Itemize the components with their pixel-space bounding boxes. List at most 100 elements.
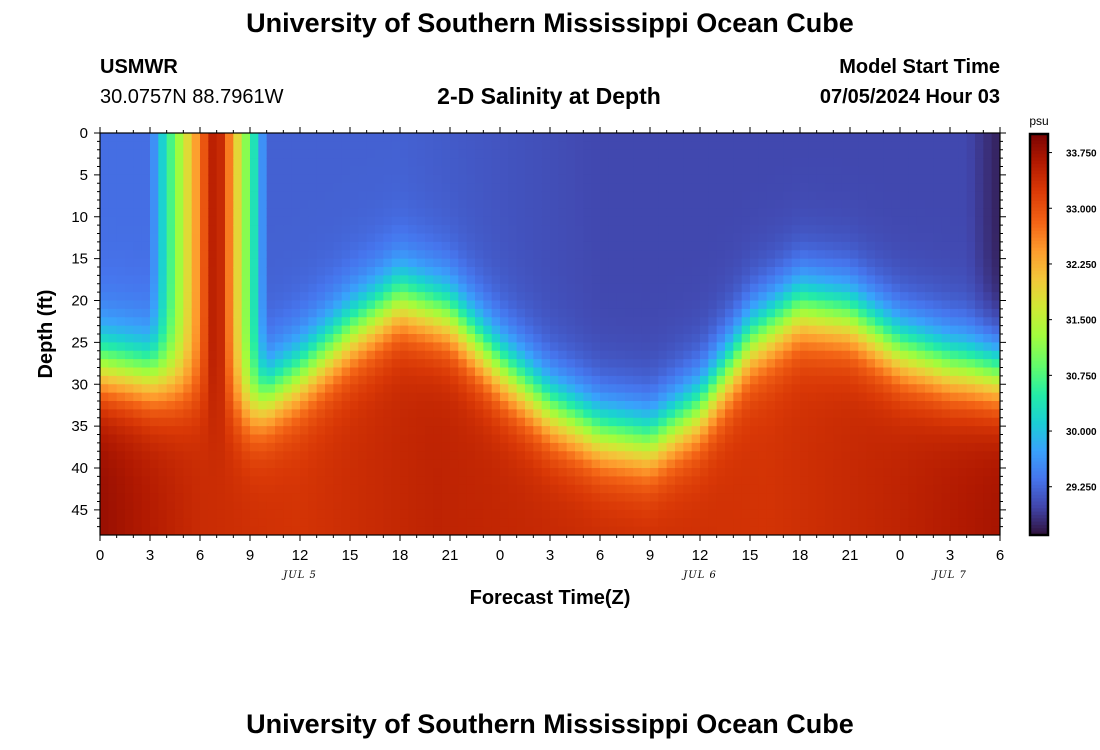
heatmap-cell <box>275 216 284 226</box>
heatmap-cell <box>416 292 426 302</box>
heatmap-cell <box>316 384 326 394</box>
heatmap-cell <box>733 392 743 402</box>
heatmap-cell <box>750 426 759 436</box>
heatmap-cell <box>333 158 343 168</box>
heatmap-cell <box>550 267 559 276</box>
heatmap-cell <box>483 526 493 535</box>
heatmap-cell <box>233 208 243 218</box>
heatmap-cell <box>683 241 693 251</box>
heatmap-cell <box>908 384 918 394</box>
heatmap-cell <box>175 241 184 251</box>
heatmap-cell <box>541 367 551 377</box>
heatmap-cell <box>483 250 493 260</box>
heatmap-cell <box>500 501 509 511</box>
heatmap-cell <box>100 308 109 318</box>
heatmap-cell <box>666 300 676 310</box>
heatmap-cell <box>666 409 676 419</box>
heatmap-cell <box>375 501 384 511</box>
heatmap-cell <box>125 442 134 452</box>
heatmap-cell <box>758 141 768 151</box>
heatmap-cell <box>408 275 418 285</box>
heatmap-cell <box>125 417 134 427</box>
heatmap-cell <box>375 158 384 168</box>
heatmap-cell <box>275 468 284 477</box>
heatmap-cell <box>583 409 593 419</box>
heatmap-cell <box>775 258 784 268</box>
heatmap-cell <box>783 401 793 410</box>
heatmap-cell <box>583 468 593 477</box>
heatmap-cell <box>741 317 751 327</box>
heatmap-cell <box>358 493 368 503</box>
heatmap-cell <box>241 191 251 201</box>
heatmap-cell <box>150 250 159 260</box>
heatmap-cell <box>483 325 493 335</box>
heatmap-cell <box>683 308 693 318</box>
heatmap-cell <box>625 292 634 302</box>
heatmap-cell <box>783 426 793 436</box>
heatmap-cell <box>566 216 576 226</box>
heatmap-cell <box>266 292 276 302</box>
heatmap-cell <box>733 417 743 427</box>
heatmap-cell <box>858 459 868 469</box>
heatmap-cell <box>775 149 784 159</box>
heatmap-cell <box>616 401 626 410</box>
heatmap-cell <box>191 501 201 511</box>
heatmap-cell <box>616 451 626 461</box>
heatmap-cell <box>416 518 426 528</box>
heatmap-cell <box>225 300 234 310</box>
heatmap-cell <box>633 133 643 142</box>
heatmap-cell <box>466 451 476 461</box>
heatmap-cell <box>308 216 318 226</box>
heatmap-cell <box>941 384 951 394</box>
heatmap-cell <box>400 459 409 469</box>
heatmap-cell <box>500 493 509 503</box>
heatmap-cell <box>625 484 634 494</box>
heatmap-cell <box>483 141 493 151</box>
heatmap-cell <box>650 501 659 511</box>
heatmap-cell <box>650 216 659 226</box>
heatmap-cell <box>400 149 409 159</box>
heatmap-cell <box>658 183 668 193</box>
heatmap-cell <box>916 317 926 327</box>
heatmap-cell <box>450 384 459 394</box>
heatmap-cell <box>116 208 126 218</box>
heatmap-cell <box>750 149 759 159</box>
heatmap-cell <box>350 518 359 528</box>
heatmap-cell <box>308 275 318 285</box>
heatmap-cell <box>533 493 543 503</box>
heatmap-cell <box>325 267 334 276</box>
heatmap-cell <box>858 518 868 528</box>
heatmap-cell <box>925 409 934 419</box>
heatmap-cell <box>791 166 801 176</box>
heatmap-cell <box>541 183 551 193</box>
heatmap-cell <box>350 501 359 511</box>
heatmap-cell <box>383 300 393 310</box>
heatmap-cell <box>800 401 809 410</box>
heatmap-cell <box>691 141 701 151</box>
heatmap-cell <box>900 434 909 444</box>
heatmap-cell <box>150 241 159 251</box>
heatmap-cell <box>700 484 709 494</box>
heatmap-cell <box>341 468 351 477</box>
heatmap-cell <box>425 300 434 310</box>
heatmap-cell <box>583 141 593 151</box>
heatmap-cell <box>475 518 484 528</box>
heatmap-cell <box>225 283 234 293</box>
heatmap-cell <box>566 308 576 318</box>
heatmap-cell <box>400 325 409 335</box>
heatmap-cell <box>200 133 209 142</box>
heatmap-cell <box>400 350 409 360</box>
heatmap-cell <box>325 275 334 285</box>
heatmap-cell <box>541 149 551 159</box>
heatmap-cell <box>933 476 943 486</box>
heatmap-cell <box>858 283 868 293</box>
heatmap-cell <box>116 526 126 535</box>
heatmap-cell <box>650 518 659 528</box>
heatmap-cell <box>300 509 309 519</box>
heatmap-cell <box>700 451 709 461</box>
heatmap-cell <box>350 141 359 151</box>
heatmap-cell <box>241 334 251 343</box>
heatmap-cell <box>566 233 576 243</box>
heatmap-cell <box>225 392 234 402</box>
heatmap-cell <box>616 133 626 142</box>
